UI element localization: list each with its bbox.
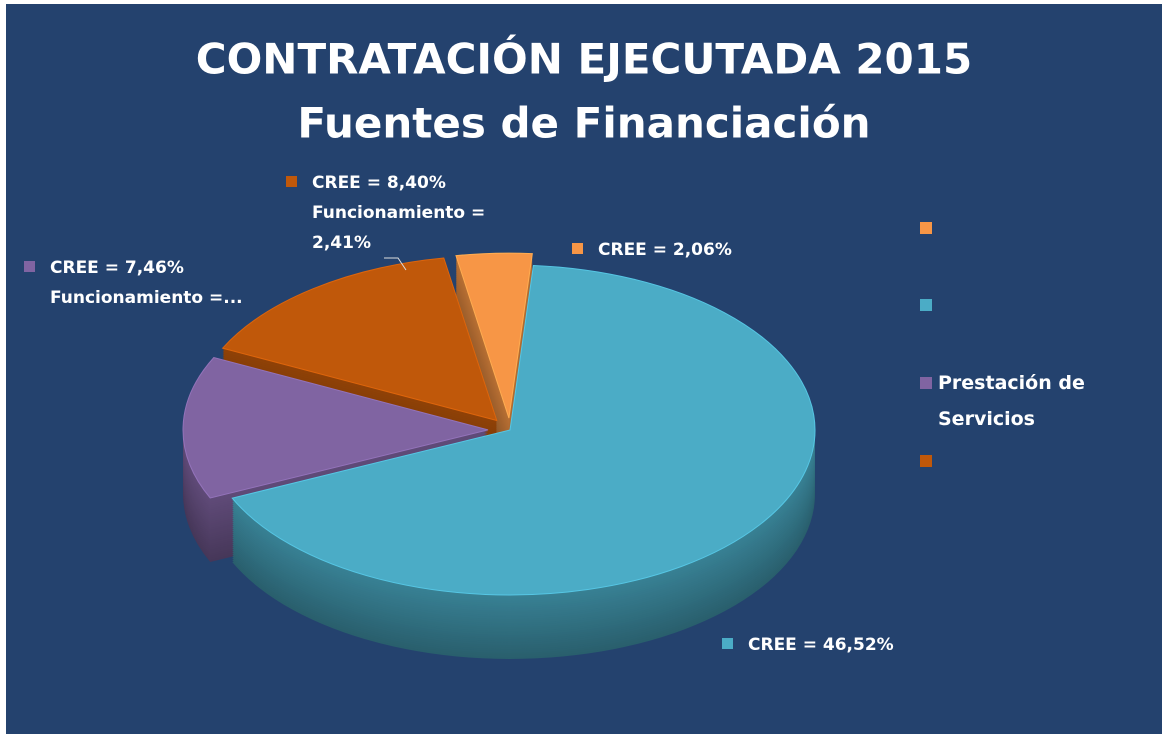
- label-marker: [572, 243, 583, 254]
- legend-label: Prestación de Servicios: [938, 372, 1085, 430]
- leader-line: [384, 257, 407, 271]
- legend-marker: [920, 455, 932, 467]
- data-label: 2,41%: [312, 233, 371, 253]
- data-label: Funcionamiento =...: [50, 288, 243, 308]
- chart-subtitle: Fuentes de Financiación: [297, 99, 870, 148]
- legend-marker: [920, 377, 932, 389]
- label-marker: [286, 176, 297, 187]
- label-marker: [722, 638, 733, 649]
- legend-line: Servicios: [938, 408, 1035, 430]
- slice: [455, 252, 533, 419]
- slice: [221, 257, 498, 422]
- chart-title: CONTRATACIÓN EJECUTADA 2015: [196, 34, 972, 84]
- data-label: CREE = 46,52%: [748, 635, 894, 655]
- legend-marker: [920, 299, 932, 311]
- slice: [182, 356, 489, 499]
- data-label: CREE = 2,06%: [598, 240, 732, 260]
- data-label: Funcionamiento =: [312, 203, 485, 223]
- slice: [231, 264, 816, 596]
- legend-line: Prestación de: [938, 372, 1085, 394]
- label-marker: [24, 261, 35, 272]
- data-label: CREE = 8,40%: [312, 173, 446, 193]
- data-label: CREE = 7,46%: [50, 258, 184, 278]
- legend-marker: [920, 222, 932, 234]
